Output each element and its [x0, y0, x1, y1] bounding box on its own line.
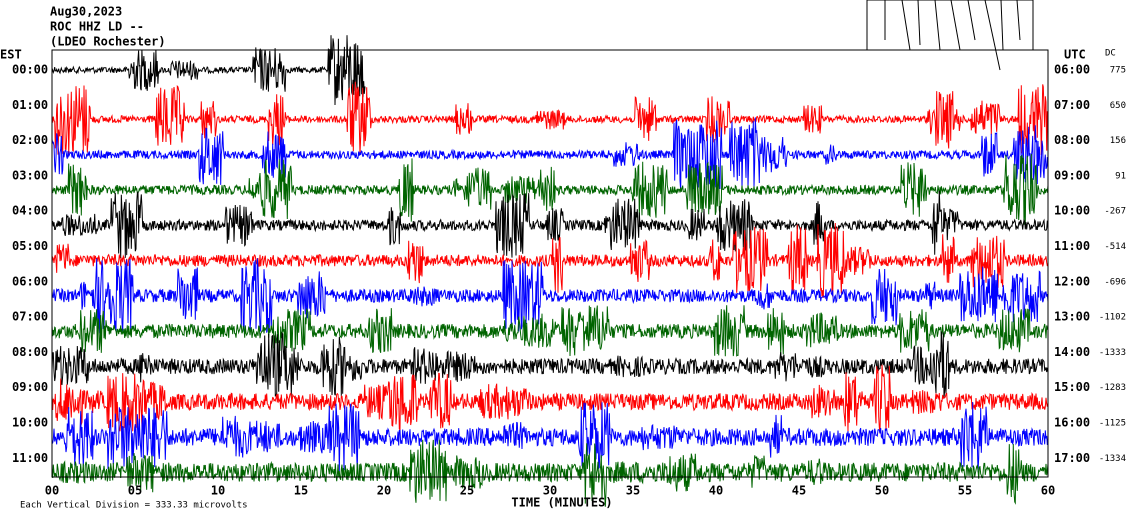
seismic-trace	[51, 258, 1049, 334]
x-tick-label: 60	[1041, 484, 1055, 498]
x-tick-label: 30	[543, 484, 557, 498]
dc-value: -696	[1104, 277, 1126, 287]
dc-value: -514	[1104, 242, 1126, 252]
dc-value: -1283	[1099, 383, 1126, 393]
utc-time: 12:00	[1054, 274, 1090, 288]
dc-value: -1102	[1099, 313, 1126, 323]
utc-time: 11:00	[1054, 239, 1090, 253]
seismic-trace	[51, 81, 1049, 156]
dc-value: 650	[1110, 101, 1126, 111]
seismic-trace	[51, 439, 1049, 507]
x-tick-label: 55	[958, 484, 972, 498]
footer: Each Vertical Division = 333.33 microvol…	[20, 501, 248, 511]
utc-time: 15:00	[1054, 380, 1090, 394]
utc-time: 14:00	[1054, 345, 1090, 359]
x-tick-label: 35	[626, 484, 640, 498]
seismic-trace	[51, 331, 1049, 399]
dc-value: 91	[1115, 171, 1126, 181]
x-tick-label: 05	[128, 484, 142, 498]
traces	[51, 35, 1049, 507]
utc-time: 06:00	[1054, 63, 1090, 77]
utc-time: 08:00	[1054, 133, 1090, 147]
utc-time: 10:00	[1054, 204, 1090, 218]
date: Aug30,2023	[50, 5, 122, 19]
dc-value: -1334	[1099, 454, 1126, 464]
x-tick-label: 45	[792, 484, 806, 498]
est-time: 05:00	[12, 239, 48, 253]
x-tick-label: 40	[709, 484, 723, 498]
dc-value: 156	[1110, 136, 1126, 146]
seismic-trace	[51, 364, 1049, 434]
est-time: 10:00	[12, 416, 48, 430]
seismic-trace	[51, 222, 1049, 298]
est-time: 03:00	[12, 168, 48, 182]
x-tick-label: 50	[875, 484, 889, 498]
seismic-trace	[51, 35, 366, 106]
est-time: 06:00	[12, 274, 48, 288]
utc-time: 13:00	[1054, 310, 1090, 324]
est-time: 04:00	[12, 204, 48, 218]
utc-time: 09:00	[1054, 168, 1090, 182]
est-label: EST	[0, 48, 22, 62]
dc-value: 775	[1110, 66, 1126, 76]
x-tick-label: 00	[45, 484, 59, 498]
event-markers	[866, 0, 1034, 71]
x-title: TIME (MINUTES)	[511, 496, 612, 510]
x-tick-label: 10	[211, 484, 225, 498]
est-time: 11:00	[12, 451, 48, 465]
est-time: 08:00	[12, 345, 48, 359]
seismic-trace	[51, 117, 1049, 191]
est-time: 09:00	[12, 380, 48, 394]
seismic-trace	[51, 190, 1049, 259]
utc-time: 17:00	[1054, 451, 1090, 465]
est-time: 00:00	[12, 63, 48, 77]
dc-label: DC	[1105, 49, 1116, 59]
dc-value: -1333	[1099, 348, 1126, 358]
utc-time: 07:00	[1054, 98, 1090, 112]
utc-label: UTC	[1064, 48, 1086, 62]
dc-value: -267	[1104, 207, 1126, 217]
est-time: 07:00	[12, 310, 48, 324]
seismic-trace	[51, 305, 1049, 357]
plot-frame	[51, 49, 1049, 478]
network: (LDEO Rochester)	[50, 35, 166, 49]
x-tick-label: 15	[294, 484, 308, 498]
seismic-trace	[51, 401, 1049, 473]
est-time: 02:00	[12, 133, 48, 147]
dc-value: -1125	[1099, 419, 1126, 429]
x-tick-label: 20	[377, 484, 391, 498]
est-time: 01:00	[12, 98, 48, 112]
seismic-trace	[51, 153, 1049, 225]
station: ROC HHZ LD --	[50, 20, 144, 34]
utc-time: 16:00	[1054, 416, 1090, 430]
x-tick-label: 25	[460, 484, 474, 498]
